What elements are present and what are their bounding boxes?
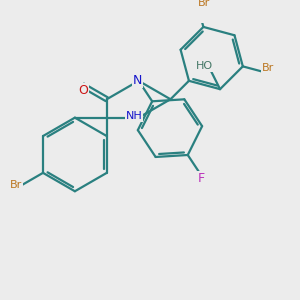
Text: F: F [198,172,205,185]
Text: O: O [78,83,88,97]
Text: HO: HO [196,61,214,71]
Text: N: N [132,74,142,87]
Text: NH: NH [126,111,142,121]
Text: Br: Br [198,0,210,8]
Text: Br: Br [10,180,22,190]
Text: Br: Br [262,63,274,73]
